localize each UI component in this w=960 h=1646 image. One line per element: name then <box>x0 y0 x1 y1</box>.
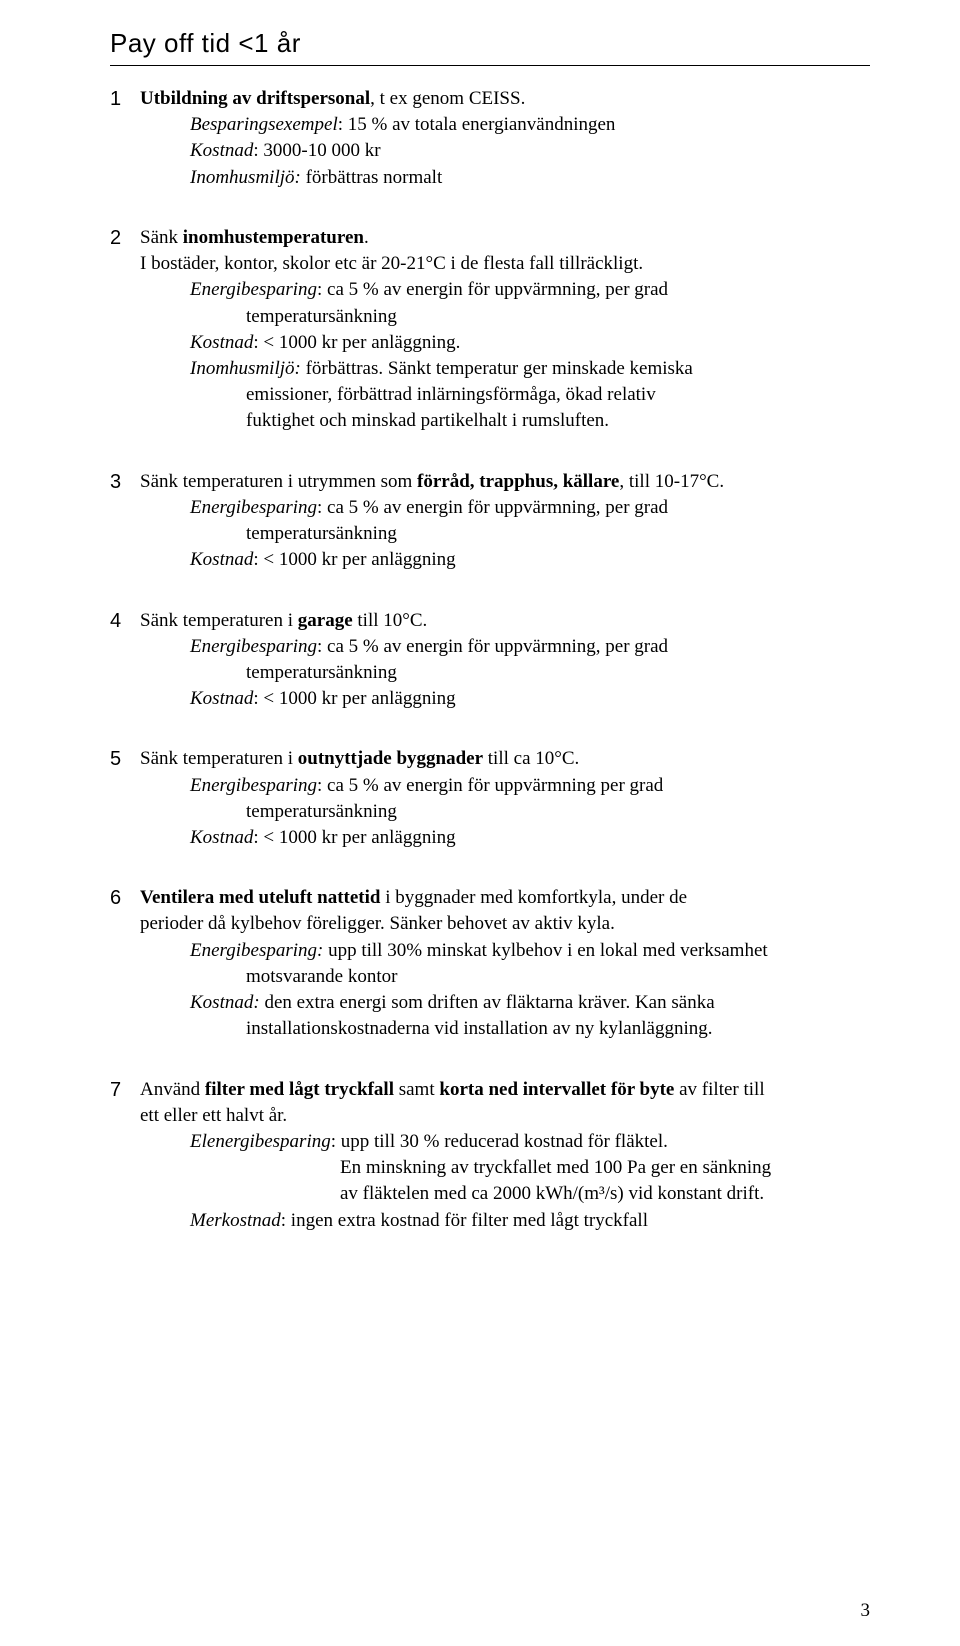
page-number: 3 <box>861 1600 871 1622</box>
list-item: 4 Sänk temperaturen i garage till 10°C. … <box>110 608 870 713</box>
item-line: Kostnad: < 1000 kr per anläggning. <box>140 330 870 356</box>
item-number: 1 <box>110 86 140 191</box>
item-line: motsvarande kontor <box>140 964 870 990</box>
item-line: fuktighet och minskad partikelhalt i rum… <box>140 408 870 434</box>
section-title: Pay off tid <1 år <box>110 28 870 59</box>
item-line: emissioner, förbättrad inlärningsförmåga… <box>140 382 870 408</box>
item-title: Använd filter med lågt tryckfall samt ko… <box>140 1077 870 1103</box>
item-body: Sänk inomhustemperaturen. I bostäder, ko… <box>140 225 870 435</box>
item-line: Kostnad: < 1000 kr per anläggning <box>140 825 870 851</box>
item-line: Merkostnad: ingen extra kostnad för filt… <box>140 1208 870 1234</box>
item-line: Elenergibesparing: upp till 30 % reducer… <box>140 1129 870 1155</box>
item-line: temperatursänkning <box>140 660 870 686</box>
item-line: perioder då kylbehov föreligger. Sänker … <box>140 911 870 937</box>
list-item: 5 Sänk temperaturen i outnyttjade byggna… <box>110 746 870 851</box>
item-line: Kostnad: 3000-10 000 kr <box>140 138 870 164</box>
item-line: I bostäder, kontor, skolor etc är 20-21°… <box>140 251 870 277</box>
item-line: Energibesparing: ca 5 % av energin för u… <box>140 773 870 799</box>
item-number: 4 <box>110 608 140 713</box>
item-body: Sänk temperaturen i outnyttjade byggnade… <box>140 746 870 851</box>
item-line: Kostnad: den extra energi som driften av… <box>140 990 870 1016</box>
list-item: 6 Ventilera med uteluft nattetid i byggn… <box>110 885 870 1042</box>
document-page: Pay off tid <1 år 1 Utbildning av drifts… <box>0 0 960 1646</box>
item-title: Sänk inomhustemperaturen. <box>140 225 870 251</box>
item-line: temperatursänkning <box>140 521 870 547</box>
item-line: av fläktelen med ca 2000 kWh/(m³/s) vid … <box>140 1181 870 1207</box>
item-body: Sänk temperaturen i garage till 10°C. En… <box>140 608 870 713</box>
item-line: En minskning av tryckfallet med 100 Pa g… <box>140 1155 870 1181</box>
item-number: 3 <box>110 469 140 574</box>
list-item: 3 Sänk temperaturen i utrymmen som förrå… <box>110 469 870 574</box>
item-title: Ventilera med uteluft nattetid i byggnad… <box>140 885 870 911</box>
item-body: Ventilera med uteluft nattetid i byggnad… <box>140 885 870 1042</box>
item-line: Besparingsexempel: 15 % av totala energi… <box>140 112 870 138</box>
item-line: installationskostnaderna vid installatio… <box>140 1016 870 1042</box>
item-title: Sänk temperaturen i outnyttjade byggnade… <box>140 746 870 772</box>
item-line: Inomhusmiljö: förbättras. Sänkt temperat… <box>140 356 870 382</box>
item-line: Inomhusmiljö: förbättras normalt <box>140 165 870 191</box>
item-number: 7 <box>110 1077 140 1234</box>
item-number: 6 <box>110 885 140 1042</box>
item-body: Utbildning av driftspersonal, t ex genom… <box>140 86 870 191</box>
item-line: temperatursänkning <box>140 799 870 825</box>
item-body: Använd filter med lågt tryckfall samt ko… <box>140 1077 870 1234</box>
list-item: 1 Utbildning av driftspersonal, t ex gen… <box>110 86 870 191</box>
item-line: Energibesparing: upp till 30% minskat ky… <box>140 938 870 964</box>
item-line: Energibesparing: ca 5 % av energin för u… <box>140 495 870 521</box>
item-line: Energibesparing: ca 5 % av energin för u… <box>140 277 870 303</box>
section-rule <box>110 65 870 66</box>
item-body: Sänk temperaturen i utrymmen som förråd,… <box>140 469 870 574</box>
item-title: Sänk temperaturen i garage till 10°C. <box>140 608 870 634</box>
item-title: Utbildning av driftspersonal, t ex genom… <box>140 86 870 112</box>
list-item: 2 Sänk inomhustemperaturen. I bostäder, … <box>110 225 870 435</box>
item-number: 2 <box>110 225 140 435</box>
item-number: 5 <box>110 746 140 851</box>
item-line: ett eller ett halvt år. <box>140 1103 870 1129</box>
item-line: Kostnad: < 1000 kr per anläggning <box>140 686 870 712</box>
item-title: Sänk temperaturen i utrymmen som förråd,… <box>140 469 870 495</box>
item-line: temperatursänkning <box>140 304 870 330</box>
item-line: Energibesparing: ca 5 % av energin för u… <box>140 634 870 660</box>
item-line: Kostnad: < 1000 kr per anläggning <box>140 547 870 573</box>
list-item: 7 Använd filter med lågt tryckfall samt … <box>110 1077 870 1234</box>
